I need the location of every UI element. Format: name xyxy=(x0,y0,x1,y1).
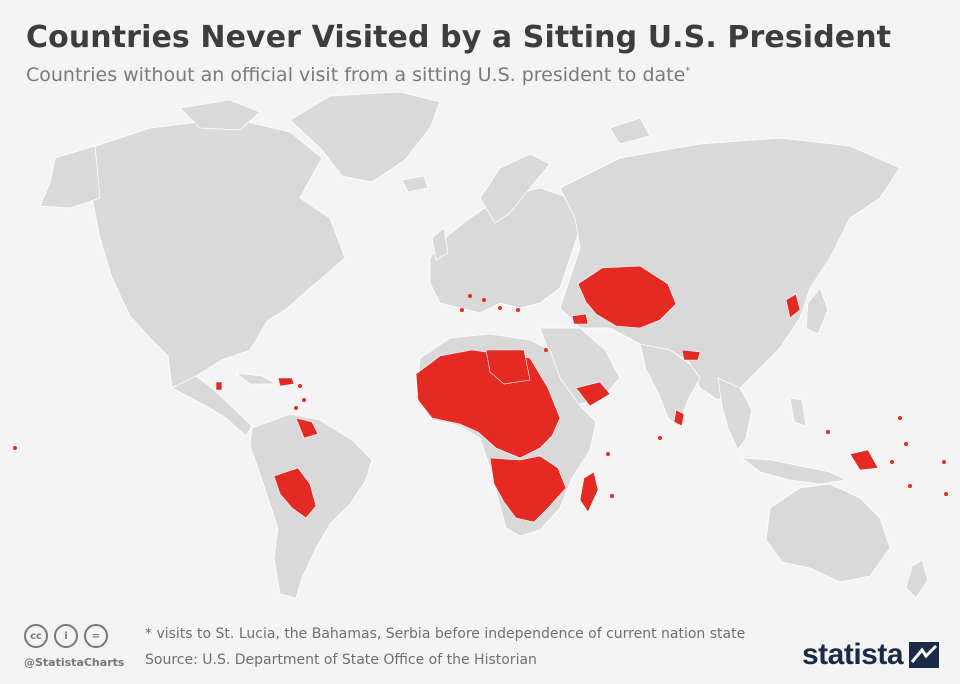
license-icons: cc i = xyxy=(24,624,108,648)
no-derivatives-icon: = xyxy=(84,624,108,648)
brand-name: statista xyxy=(802,638,904,671)
southeast-asia xyxy=(717,377,753,451)
cuba xyxy=(234,372,278,385)
footnote: * visits to St. Lucia, the Bahamas, Serb… xyxy=(145,626,746,642)
arctic-islands xyxy=(179,99,261,131)
source-note: Source: U.S. Department of State Office … xyxy=(145,652,537,668)
iceland xyxy=(401,175,429,193)
pacific-dot-6 xyxy=(908,484,912,488)
social-handle[interactable]: @StatistaCharts xyxy=(24,656,125,669)
africa-southern-central xyxy=(489,455,567,523)
europe-dot-3 xyxy=(498,306,502,310)
pacific-dot-2 xyxy=(826,430,830,434)
indonesia xyxy=(740,457,848,485)
brand-mark-icon xyxy=(909,642,940,668)
scandinavia xyxy=(479,153,551,224)
caribbean-dot-1 xyxy=(298,384,302,388)
page-title: Countries Never Visited by a Sitting U.S… xyxy=(26,20,892,55)
libya xyxy=(485,349,531,385)
subtitle-text: Countries without an official visit from… xyxy=(26,64,686,86)
papua-new-guinea xyxy=(849,449,879,471)
pacific-dot-3 xyxy=(898,416,902,420)
indian-ocean-dot-1 xyxy=(606,452,610,456)
yemen xyxy=(575,381,611,407)
north-america xyxy=(89,117,346,389)
asia xyxy=(559,137,901,401)
subtitle-marker: * xyxy=(685,65,691,77)
japan xyxy=(805,287,829,335)
central-asia xyxy=(577,265,677,329)
uk xyxy=(431,227,449,261)
novaya-zemlya xyxy=(609,117,651,145)
central-america xyxy=(171,375,253,437)
australia xyxy=(765,483,891,583)
india xyxy=(639,343,701,427)
europe-dot-2 xyxy=(468,294,472,298)
caribbean-dot-2 xyxy=(302,398,306,402)
pacific-dot-8 xyxy=(944,492,948,496)
madagascar xyxy=(579,471,599,513)
europe-dot-4 xyxy=(460,308,464,312)
attribution-icon: i xyxy=(54,624,78,648)
pacific-dot-4 xyxy=(904,442,908,446)
cc-icon: cc xyxy=(24,624,48,648)
greenland xyxy=(289,91,441,183)
europe-dot-5 xyxy=(516,308,520,312)
pacific-dot-1 xyxy=(13,446,17,450)
pacific-dot-7 xyxy=(942,460,946,464)
mediterranean-dot xyxy=(544,348,548,352)
new-zealand xyxy=(905,559,929,599)
caucasus xyxy=(571,313,589,325)
pacific-dot-5 xyxy=(890,460,894,464)
indian-ocean-dot-2 xyxy=(610,494,614,498)
bolivia-paraguay xyxy=(273,467,317,519)
philippines xyxy=(789,397,807,427)
bhutan xyxy=(681,349,701,361)
caribbean-dot-3 xyxy=(294,406,298,410)
statista-logo[interactable]: statista xyxy=(802,638,940,672)
haiti-dominican xyxy=(277,377,295,387)
guianas xyxy=(295,417,319,439)
world-map xyxy=(13,91,948,599)
page-subtitle: Countries without an official visit from… xyxy=(26,64,690,86)
belize xyxy=(215,381,223,391)
north-korea xyxy=(785,293,801,319)
indian-ocean-dot-3 xyxy=(658,436,662,440)
europe-dot-1 xyxy=(482,298,486,302)
alaska xyxy=(39,145,101,209)
sri-lanka xyxy=(673,409,685,427)
